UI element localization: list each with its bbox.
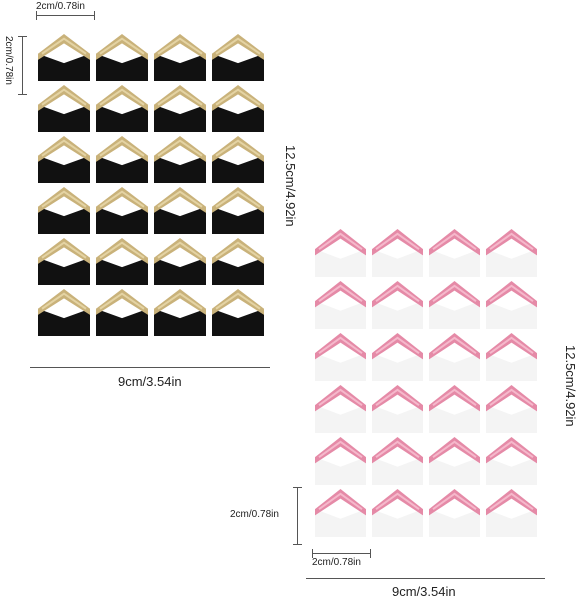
pink-photo-corner [429, 229, 480, 277]
gold-photo-corner [154, 238, 206, 285]
pink-photo-corner [315, 437, 366, 485]
pink-height-label: 12.5cm/4.92in [563, 345, 578, 427]
pink-photo-corner [429, 281, 480, 329]
gold-left-dimension-tick-top [18, 36, 27, 37]
pink-photo-corner [429, 385, 480, 433]
gold-left-dimension-tick-bottom [18, 94, 27, 95]
pink-width-dimension-line [306, 578, 545, 579]
gold-photo-corner [212, 187, 264, 234]
pink-photo-corner [486, 385, 537, 433]
pink-photo-corner [372, 385, 423, 433]
gold-photo-corner [154, 85, 206, 132]
pink-photo-corner [486, 281, 537, 329]
gold-corners-grid [38, 34, 264, 336]
pink-photo-corner [315, 489, 366, 537]
gold-photo-corner [38, 289, 90, 336]
pink-photo-corner [429, 489, 480, 537]
gold-photo-corner [212, 238, 264, 285]
gold-height-label: 12.5cm/4.92in [283, 145, 298, 227]
pink-photo-corner [372, 281, 423, 329]
pink-photo-corner [372, 229, 423, 277]
pink-photo-corner [429, 437, 480, 485]
pink-photo-corner [315, 281, 366, 329]
pink-corners-grid [315, 229, 537, 537]
gold-photo-corner [96, 85, 148, 132]
gold-photo-corner [96, 34, 148, 81]
pink-left-dimension-tick-top [293, 487, 302, 488]
gold-left-dimension-label: 2cm/0.78in [3, 36, 14, 85]
gold-top-dimension-tick-right [94, 11, 95, 20]
pink-bottom-dimension-tick-left [312, 549, 313, 558]
pink-photo-corner [315, 385, 366, 433]
pink-photo-corner [315, 229, 366, 277]
gold-photo-corner [212, 85, 264, 132]
gold-top-dimension-line [36, 15, 94, 16]
pink-bottom-dimension-line [312, 553, 370, 554]
pink-width-label: 9cm/3.54in [392, 584, 456, 599]
gold-top-dimension-label: 2cm/0.78in [36, 1, 85, 12]
pink-left-dimension-line [297, 487, 298, 544]
gold-photo-corner [96, 187, 148, 234]
gold-photo-corner [154, 34, 206, 81]
pink-left-dimension-label: 2cm/0.78in [230, 509, 279, 520]
gold-width-dimension-line [30, 367, 270, 368]
gold-photo-corner [212, 136, 264, 183]
pink-bottom-dimension-tick-right [370, 549, 371, 558]
gold-photo-corner [38, 187, 90, 234]
pink-photo-corner [486, 333, 537, 381]
gold-photo-corner [38, 136, 90, 183]
gold-photo-corner [38, 34, 90, 81]
pink-photo-corner [429, 333, 480, 381]
pink-left-dimension-tick-bottom [293, 544, 302, 545]
gold-photo-corner-sheet [30, 26, 270, 344]
pink-photo-corner [372, 333, 423, 381]
gold-photo-corner [154, 136, 206, 183]
gold-photo-corner [96, 289, 148, 336]
gold-photo-corner [212, 289, 264, 336]
gold-top-dimension-tick-left [36, 11, 37, 20]
pink-photo-corner [372, 489, 423, 537]
pink-photo-corner [315, 333, 366, 381]
gold-photo-corner [96, 238, 148, 285]
pink-photo-corner [486, 437, 537, 485]
gold-photo-corner [96, 136, 148, 183]
pink-photo-corner [372, 437, 423, 485]
pink-photo-corner [486, 229, 537, 277]
gold-photo-corner [212, 34, 264, 81]
gold-width-label: 9cm/3.54in [118, 374, 182, 389]
gold-photo-corner [154, 289, 206, 336]
gold-left-dimension-line [22, 36, 23, 94]
gold-photo-corner [38, 85, 90, 132]
gold-photo-corner [154, 187, 206, 234]
gold-photo-corner [38, 238, 90, 285]
pink-photo-corner-sheet [312, 221, 545, 545]
pink-photo-corner [486, 489, 537, 537]
pink-bottom-dimension-label: 2cm/0.78in [312, 557, 361, 568]
